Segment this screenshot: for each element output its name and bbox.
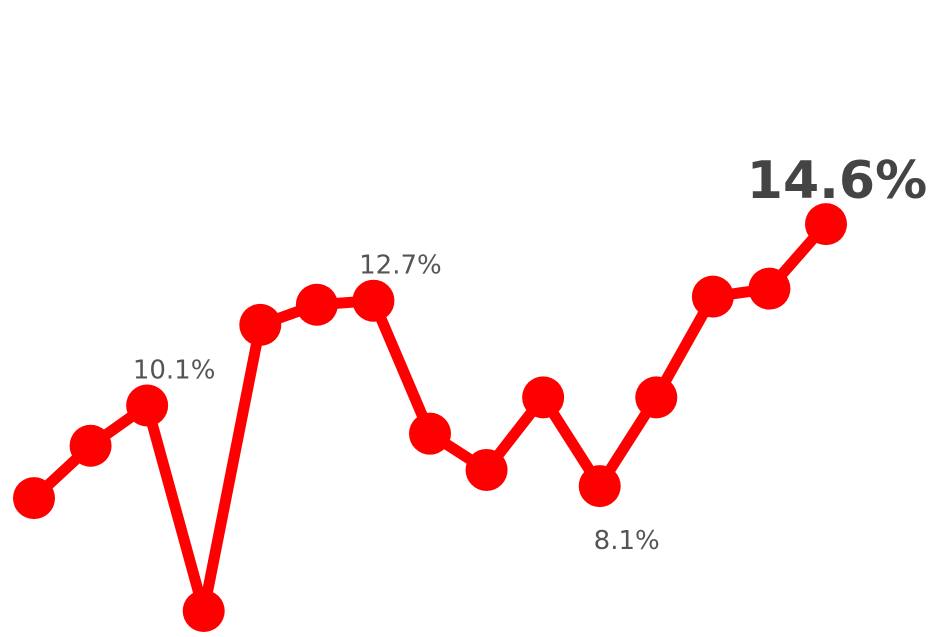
data-point-15	[805, 203, 847, 246]
data-point-14	[748, 267, 791, 310]
data-label-7: 12.7%	[359, 251, 442, 281]
series-line-segment-7	[367, 295, 436, 440]
series-line-segment-4	[198, 319, 266, 617]
data-label-3: 10.1%	[133, 355, 216, 385]
data-point-1	[13, 477, 55, 520]
label-layer: 10.1% 12.7% 8.1% 14.6%	[133, 151, 927, 556]
data-point-4	[182, 590, 225, 632]
data-point-10	[522, 376, 565, 419]
data-point-5	[239, 303, 282, 346]
data-point-13	[691, 275, 734, 318]
data-label-last: 14.6%	[747, 151, 927, 211]
data-point-8	[409, 412, 451, 455]
series-line-segment-3	[141, 399, 210, 617]
data-point-6	[295, 283, 338, 326]
data-point-3	[126, 384, 169, 427]
point-layer	[13, 203, 847, 632]
data-point-12	[635, 376, 678, 419]
data-point-2	[69, 424, 112, 467]
data-point-7	[352, 279, 395, 322]
data-label-11: 8.1%	[594, 526, 660, 556]
data-point-9	[465, 448, 508, 491]
data-point-11	[578, 465, 621, 508]
